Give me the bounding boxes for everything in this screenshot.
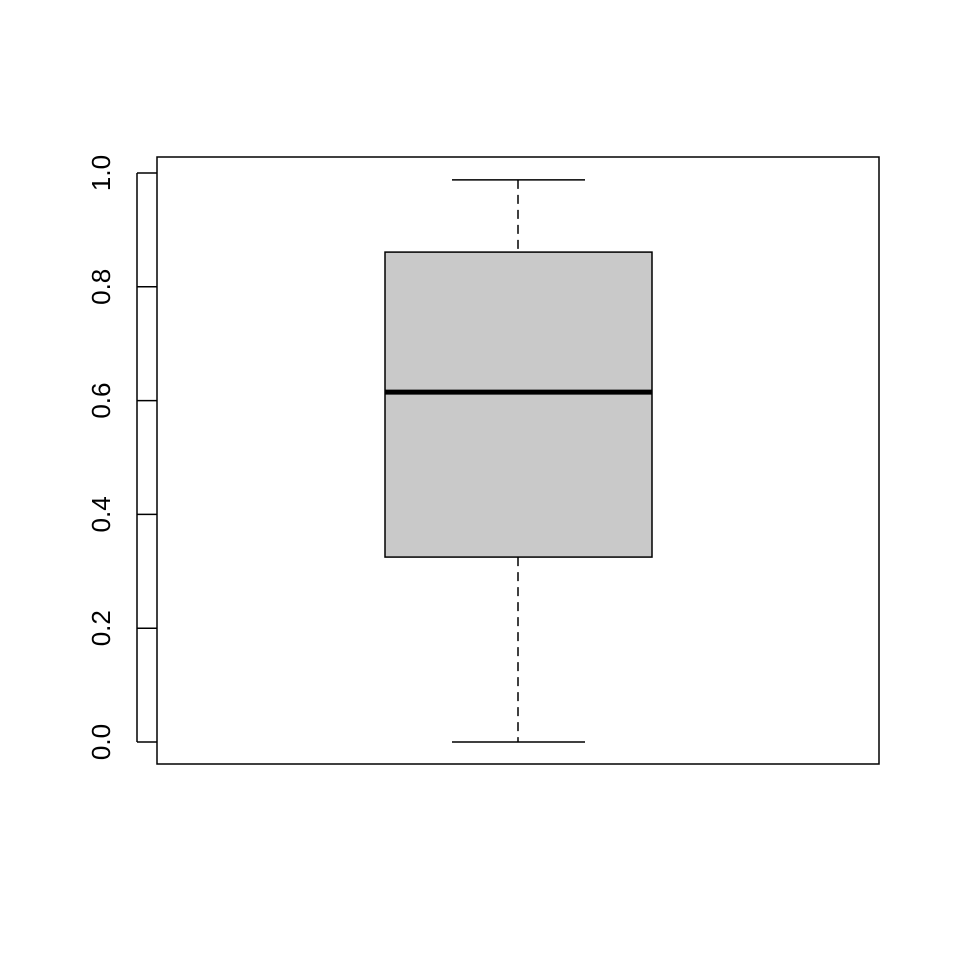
y-tick-label: 0.8 (86, 269, 116, 305)
y-tick-label: 0.2 (86, 610, 116, 646)
y-tick-label: 1.0 (86, 155, 116, 191)
plot-frame (156, 156, 880, 765)
y-tick-label: 0.4 (86, 496, 116, 532)
iqr-box (384, 251, 653, 558)
y-axis: 0.0 0.2 0.4 0.6 0.8 1.0 (86, 155, 157, 760)
y-tick-label: 0.6 (86, 383, 116, 419)
box-group (384, 179, 653, 743)
y-tick-label: 0.0 (86, 724, 116, 760)
